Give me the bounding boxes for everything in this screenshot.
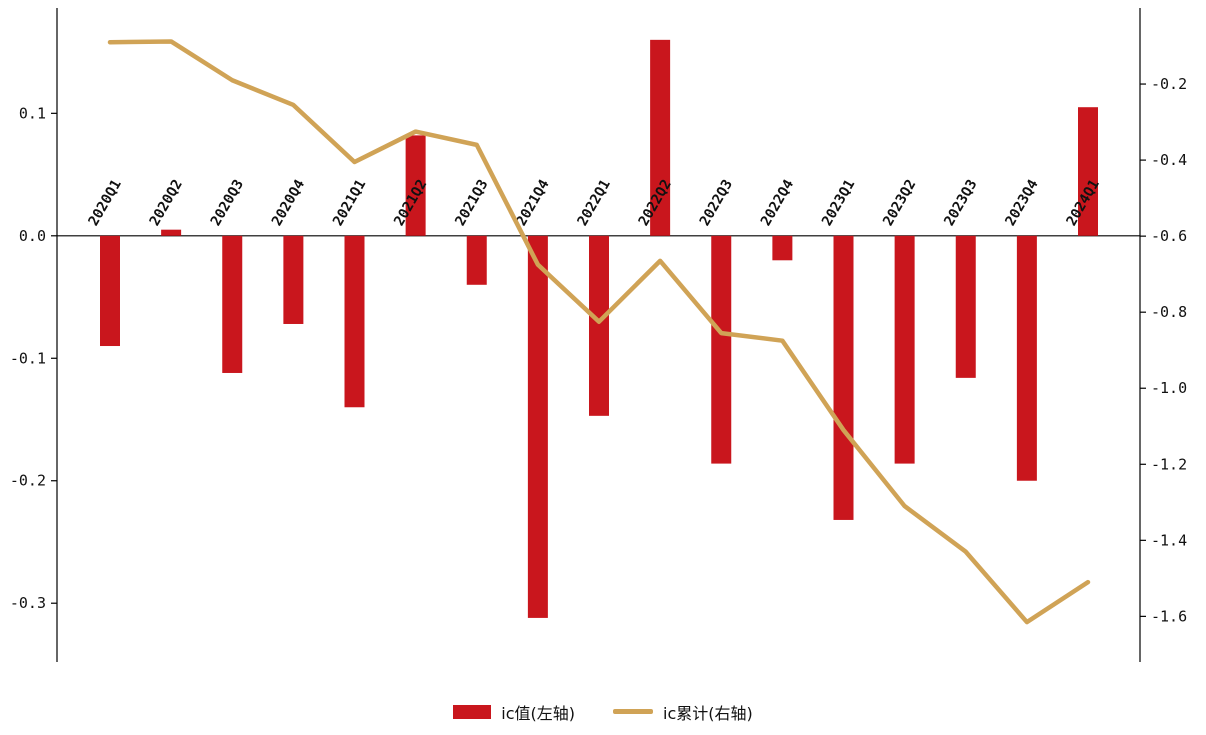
- bar-2024Q1: [1078, 107, 1098, 236]
- right-tick-label: -0.4: [1151, 151, 1187, 169]
- x-label-2021Q1: 2021Q1: [330, 177, 369, 229]
- left-tick-label: -0.2: [10, 472, 46, 490]
- legend-label-ic-value: ic值(左轴): [501, 703, 575, 723]
- x-label-2022Q4: 2022Q4: [758, 177, 797, 229]
- bar-2023Q1: [833, 235, 854, 520]
- x-label-2020Q1: 2020Q1: [86, 177, 125, 229]
- bar-2020Q3: [222, 235, 243, 373]
- x-label-2023Q3: 2023Q3: [941, 177, 980, 229]
- bar-2021Q4: [527, 235, 548, 618]
- bar-2023Q3: [955, 235, 976, 378]
- x-label-2021Q3: 2021Q3: [452, 177, 491, 229]
- x-label-2023Q2: 2023Q2: [880, 177, 919, 229]
- legend-line-swatch-icon: [613, 709, 653, 714]
- right-tick-label: -1.4: [1151, 531, 1187, 549]
- x-label-2022Q3: 2022Q3: [697, 177, 736, 229]
- legend-item-ic-cumulative: ic累计(右轴): [613, 700, 753, 724]
- right-tick-label: -1.6: [1151, 607, 1187, 625]
- bar-2021Q2: [405, 135, 426, 236]
- x-label-2023Q1: 2023Q1: [819, 177, 858, 229]
- left-tick-label: -0.1: [10, 349, 46, 367]
- bar-2022Q1: [589, 235, 609, 416]
- bar-2020Q2: [161, 229, 182, 236]
- right-tick-label: -1.0: [1151, 379, 1187, 397]
- legend-bar-swatch-icon: [453, 704, 492, 719]
- legend-item-ic-value: ic值(左轴): [453, 700, 575, 724]
- bar-2022Q2: [650, 39, 671, 236]
- legend: ic值(左轴) ic累计(右轴): [0, 688, 1206, 735]
- bar-2020Q4: [283, 235, 304, 324]
- bar-2020Q1: [100, 235, 120, 347]
- right-tick-label: -1.2: [1151, 455, 1187, 473]
- x-label-2020Q3: 2020Q3: [208, 177, 247, 229]
- right-tick-label: -0.6: [1151, 227, 1187, 245]
- bar-2023Q4: [1016, 235, 1037, 481]
- bar-2022Q4: [772, 235, 793, 261]
- x-label-2020Q4: 2020Q4: [269, 177, 308, 229]
- x-label-2023Q4: 2023Q4: [1002, 177, 1041, 229]
- bar-2021Q3: [466, 235, 487, 285]
- right-tick-label: -0.8: [1151, 303, 1187, 321]
- x-label-2020Q2: 2020Q2: [147, 177, 186, 229]
- legend-label-ic-cumulative: ic累计(右轴): [663, 703, 753, 723]
- bar-2021Q1: [344, 235, 365, 408]
- x-label-2021Q4: 2021Q4: [513, 177, 552, 229]
- left-tick-label: 0.0: [19, 227, 46, 245]
- right-tick-label: -0.2: [1151, 75, 1187, 93]
- left-tick-label: -0.3: [10, 594, 46, 612]
- cumulative-line: [107, 39, 1091, 625]
- left-tick-label: 0.1: [19, 104, 46, 122]
- plot-area: 0.1 0.0 -0.1 -0.2 -0.3 -0.2 -0.4 -0.6 -0.8 -1.0 -1…: [10, 8, 1187, 662]
- x-label-2022Q1: 2022Q1: [575, 177, 614, 229]
- bar-2022Q3: [711, 235, 732, 464]
- bar-2023Q2: [894, 235, 915, 464]
